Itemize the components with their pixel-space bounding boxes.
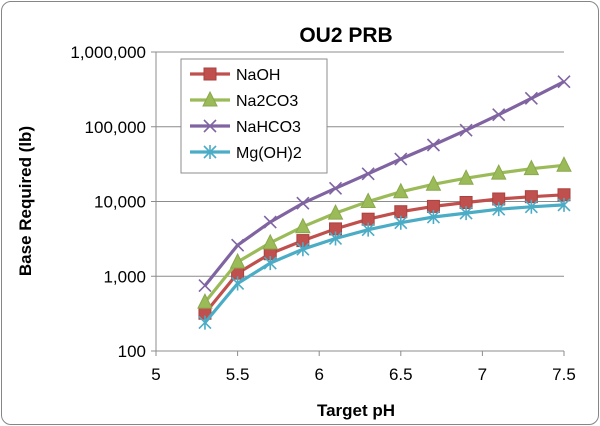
data-point xyxy=(394,152,408,166)
legend-label: Mg(OH)2 xyxy=(236,145,302,162)
x-tick-label: 5 xyxy=(151,365,160,384)
data-point xyxy=(557,197,571,212)
y-tick-label: 100 xyxy=(118,342,146,361)
data-point xyxy=(524,199,538,214)
x-tick-label: 5.5 xyxy=(226,365,250,384)
data-point xyxy=(459,206,473,221)
data-point xyxy=(263,215,277,229)
series-line xyxy=(203,193,565,315)
data-point xyxy=(361,167,375,181)
data-point xyxy=(361,222,375,237)
legend-item: Mg(OH)2 xyxy=(190,145,302,162)
series-mg-oh-2 xyxy=(198,197,571,330)
y-tick-label: 10,000 xyxy=(94,193,146,212)
data-point xyxy=(392,182,409,199)
data-point xyxy=(198,279,212,293)
y-tick-label: 1,000,000 xyxy=(70,43,146,62)
y-axis-label: Base Required (lb) xyxy=(16,126,35,276)
legend-swatch-marker xyxy=(203,145,217,159)
legend-swatch-marker xyxy=(202,90,218,107)
data-point xyxy=(295,217,311,234)
legend-swatch-marker xyxy=(203,67,217,81)
x-axis-label: Target pH xyxy=(317,401,395,420)
y-tick-label: 1,000 xyxy=(103,267,146,286)
data-point xyxy=(426,210,441,225)
data-point xyxy=(360,192,376,208)
data-point xyxy=(197,293,213,309)
data-point xyxy=(296,196,310,210)
data-point xyxy=(458,169,474,185)
legend-label: NaOH xyxy=(236,67,280,84)
legend-label: NaHCO3 xyxy=(236,119,301,136)
data-point xyxy=(296,242,310,257)
data-point xyxy=(556,156,572,172)
data-point xyxy=(492,202,506,217)
series-line xyxy=(203,203,565,324)
chart-title: OU2 PRB xyxy=(299,24,392,47)
data-point xyxy=(231,276,245,291)
data-point xyxy=(394,215,408,230)
x-tick-label: 7 xyxy=(478,365,487,384)
x-tick-label: 7.5 xyxy=(552,365,576,384)
x-tick-label: 6 xyxy=(314,365,323,384)
data-point xyxy=(263,256,277,271)
data-point xyxy=(492,108,506,122)
legend-item: NaOH xyxy=(190,67,280,84)
data-point xyxy=(523,159,540,176)
series-nahco3 xyxy=(198,75,571,293)
legend-swatch-marker xyxy=(203,119,217,133)
series-line xyxy=(203,163,565,304)
data-point xyxy=(231,238,245,252)
y-tick-label: 100,000 xyxy=(85,118,146,137)
data-point xyxy=(557,75,571,89)
data-point xyxy=(198,315,212,330)
data-point xyxy=(262,233,279,250)
data-point xyxy=(328,231,343,246)
data-point xyxy=(328,181,343,195)
series-na2co3 xyxy=(197,156,572,309)
data-point xyxy=(426,138,441,152)
data-point xyxy=(229,252,246,269)
series-line xyxy=(203,80,565,287)
legend-label: Na2CO3 xyxy=(236,93,298,110)
series-naoh xyxy=(198,188,571,320)
x-tick-label: 6.5 xyxy=(389,365,413,384)
data-point xyxy=(425,175,442,191)
data-point xyxy=(327,203,344,220)
data-point xyxy=(524,91,538,105)
data-point xyxy=(459,123,473,137)
data-point xyxy=(490,163,507,180)
legend-item: NaHCO3 xyxy=(190,119,301,136)
legend-item: Na2CO3 xyxy=(190,90,298,110)
